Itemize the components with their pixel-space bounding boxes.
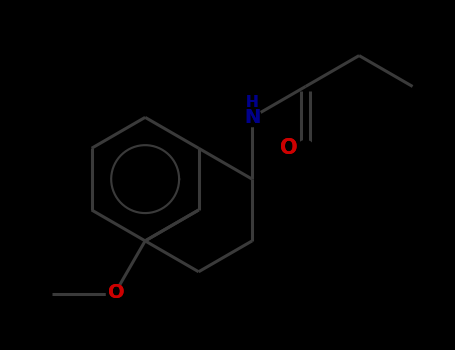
Circle shape [106,287,122,302]
Text: O: O [108,283,125,302]
Text: N: N [244,108,260,127]
Circle shape [298,140,313,156]
Text: N: N [244,108,260,127]
Text: O: O [108,283,125,302]
Text: O: O [280,138,298,158]
Text: O: O [280,138,298,158]
Circle shape [243,108,261,127]
Text: H: H [246,95,258,110]
Text: H: H [246,95,258,110]
